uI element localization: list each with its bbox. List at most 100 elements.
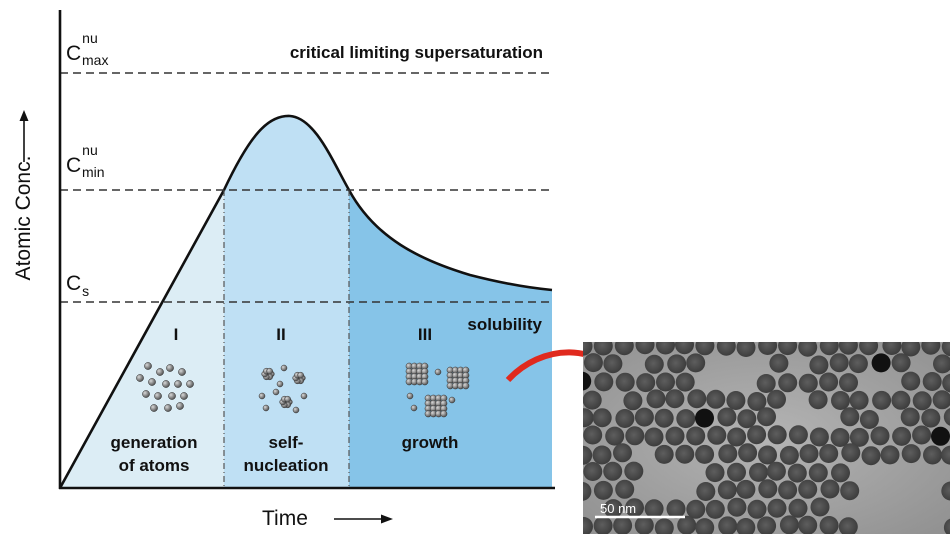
nanoparticle <box>933 354 950 374</box>
nanoparticle <box>849 427 869 447</box>
tem-micrograph: 50 nm <box>583 342 950 534</box>
nanoparticle <box>624 461 644 481</box>
c-s-label: Cs <box>66 272 89 299</box>
nanoparticle <box>644 499 664 519</box>
particle-atom <box>462 382 470 390</box>
nanoparticle <box>798 373 818 393</box>
nanoparticle <box>840 407 860 427</box>
nanoparticle <box>583 408 594 428</box>
nanoparticle <box>779 515 799 534</box>
nanoparticle <box>787 463 807 483</box>
nanoparticle <box>646 389 666 409</box>
nanoparticle <box>603 354 623 374</box>
nanoparticle <box>705 499 725 519</box>
stage-2-numeral: II <box>276 325 285 344</box>
nanoparticle <box>676 409 696 429</box>
nanoparticle <box>758 479 778 499</box>
nanoparticle <box>615 409 635 428</box>
atom <box>162 380 170 388</box>
nanoparticle <box>757 516 777 534</box>
x-axis-label: Time <box>262 507 308 530</box>
nanoparticle <box>594 372 614 392</box>
nanoparticle <box>778 373 798 393</box>
nanoparticle <box>798 342 818 357</box>
nanoparticle <box>727 427 747 447</box>
nanoparticle <box>872 390 892 410</box>
nanoparticle <box>686 499 706 519</box>
nanoparticle <box>808 390 828 410</box>
atom <box>258 392 266 400</box>
nanoparticle <box>634 407 654 427</box>
atom <box>178 368 186 376</box>
nanoparticle <box>656 342 675 355</box>
nanoparticle <box>592 445 612 465</box>
nanoparticle <box>737 409 757 429</box>
nanoparticle <box>901 444 921 464</box>
atom <box>410 404 418 412</box>
atom <box>168 392 176 400</box>
nanoparticle <box>644 354 664 374</box>
nanoparticle <box>840 481 860 501</box>
atom <box>406 392 414 400</box>
atom <box>280 364 288 372</box>
nanoparticle <box>593 480 613 500</box>
nanoparticle <box>767 498 787 518</box>
nanoparticle <box>603 461 623 481</box>
nanoparticle <box>941 445 950 465</box>
nanoparticle <box>666 499 686 519</box>
nanoparticle <box>912 391 932 411</box>
nanoparticle <box>738 443 758 463</box>
nanoparticle <box>901 342 921 357</box>
nanoparticle <box>634 515 654 534</box>
nanoparticle <box>654 444 674 464</box>
nanoparticle <box>838 517 858 534</box>
atom <box>434 368 442 376</box>
stage-2-text-line1: self- <box>269 433 304 452</box>
atom <box>164 404 172 412</box>
atom <box>180 392 188 400</box>
nanoparticle <box>665 426 685 446</box>
stage-3-text-line1: growth <box>402 433 459 452</box>
nanoparticle <box>593 342 613 356</box>
nanoparticle <box>705 463 725 483</box>
nanoparticle <box>767 389 786 409</box>
nanoparticle <box>788 498 808 518</box>
nanoparticle <box>766 461 786 481</box>
nanoparticle <box>718 516 738 534</box>
nanoparticle <box>849 390 869 410</box>
nanoparticle <box>592 408 612 428</box>
nanoparticle <box>583 445 593 465</box>
atom <box>186 380 194 388</box>
nanoparticle <box>848 354 868 374</box>
atom <box>150 404 158 412</box>
nanoparticle <box>706 389 726 409</box>
nanoparticle <box>799 444 819 464</box>
nanoparticle <box>901 371 921 391</box>
nanoparticle <box>880 445 900 465</box>
nanoparticle <box>686 426 706 446</box>
nucleus-atom <box>297 371 304 379</box>
nanoparticle <box>943 518 950 534</box>
nanoparticle <box>838 342 858 355</box>
nanoparticle <box>654 518 674 534</box>
nanoparticle <box>583 342 593 356</box>
nanoparticle <box>943 407 950 426</box>
nanoparticle <box>788 425 808 445</box>
nucleus-atom <box>266 367 273 375</box>
atom <box>142 390 150 398</box>
nanoparticle <box>749 462 768 482</box>
nanoparticle <box>654 408 674 428</box>
nanoparticle <box>756 374 776 393</box>
nanoparticle <box>707 425 727 445</box>
atom <box>276 380 284 388</box>
nanoparticle <box>859 410 879 429</box>
stage-1-text-line1: generation <box>111 433 198 452</box>
nanoparticle <box>615 479 635 499</box>
nanoparticle <box>675 372 695 392</box>
nanoparticle <box>758 445 777 465</box>
nanoparticle <box>747 392 767 411</box>
x-axis-arrowhead <box>381 514 393 524</box>
nanoparticle <box>819 444 839 463</box>
stage-3-region <box>349 190 552 488</box>
atom <box>300 392 308 400</box>
